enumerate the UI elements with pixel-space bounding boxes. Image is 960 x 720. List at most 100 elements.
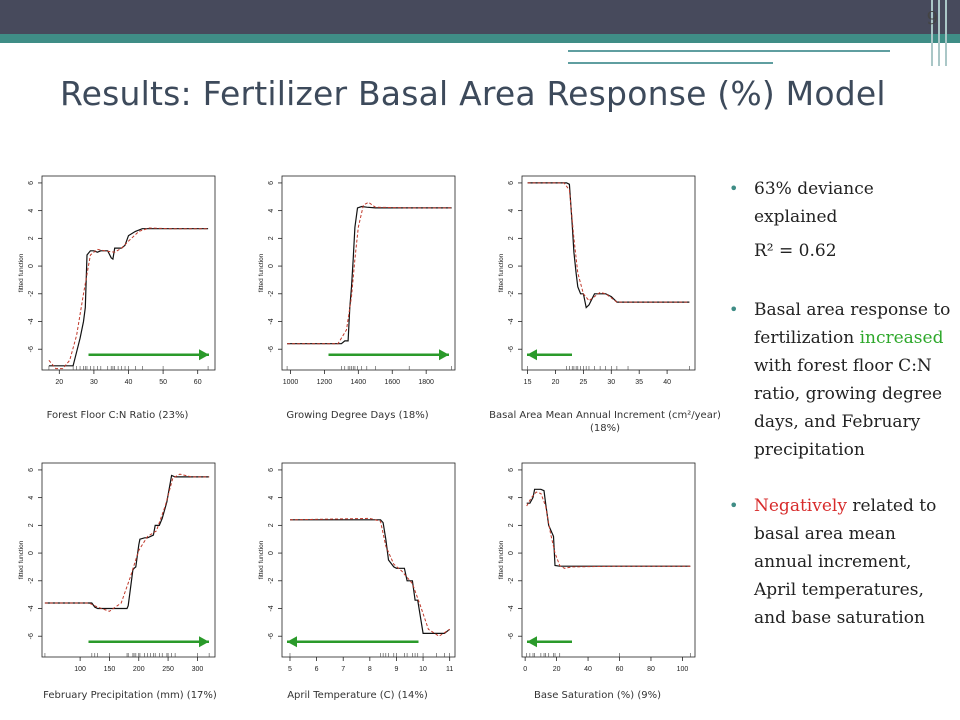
bullet-dot-icon: • [729, 300, 739, 319]
plot-frame [281, 175, 456, 371]
plot-frame [521, 175, 696, 371]
x-tick-label: 50 [159, 379, 167, 386]
chart-panel-2: -6 -4 -2 0 2 4 6 fitted function 1000 1200 1400 160… [250, 168, 465, 421]
x-tick-label: 30 [90, 379, 98, 386]
y-tick-label: 2 [28, 523, 35, 527]
x-tick-label: 60 [194, 379, 202, 386]
y-tick-label: 0 [28, 264, 35, 268]
trend-arrow-head-icon [199, 636, 209, 648]
chart-february-precipitation: -6 -4 -2 0 2 4 6 fitted function 100 150 200 250 300 [18, 462, 216, 673]
y-tick-label: -2 [508, 291, 515, 297]
x-tick-label: 250 [162, 666, 174, 673]
x-tick-label: 1200 [317, 379, 333, 386]
chart-caption-4: February Precipitation (mm) (17%) [43, 690, 217, 701]
vertical-rule-3 [945, 0, 947, 66]
bullet-dot-icon: • [729, 179, 739, 198]
y-tick-label: 0 [508, 264, 515, 268]
y-axis-label: fitted function [498, 540, 505, 579]
chart-april-temperature: -6 -4 -2 0 2 4 6 fitted function 5 6 7 8 9 10 11 [258, 462, 456, 673]
chart-panel-6: -6 -4 -2 0 2 4 6 fitted function 0 20 40 60 80 100 Ba… [490, 455, 705, 705]
fitted-line-dashed [287, 201, 452, 345]
y-tick-label: 4 [268, 496, 275, 500]
y-tick-label: -6 [508, 633, 515, 639]
x-tick-label: 20 [552, 379, 560, 386]
x-tick-label: 40 [663, 379, 671, 386]
x-tick-label: 5 [288, 666, 292, 673]
bullet-dot-icon: • [729, 496, 739, 515]
fitted-line-dashed [289, 517, 450, 637]
x-tick-label: 30 [607, 379, 615, 386]
fitted-line-dashed [44, 473, 210, 612]
y-tick-label: 6 [28, 468, 35, 472]
bullet-deviance-text: 63% deviance explained [754, 179, 874, 227]
x-tick-label: 1800 [418, 379, 434, 386]
slide-title: Results: Fertilizer Basal Area Response … [60, 74, 886, 113]
x-tick-label: 9 [394, 666, 398, 673]
x-tick-label: 6 [315, 666, 319, 673]
y-tick-label: -2 [268, 578, 275, 584]
plot-frame [521, 462, 696, 658]
chart-basal-area-increment: -6 -4 -2 0 2 4 6 fitted function 15 20 25 30 35 40 [498, 175, 696, 386]
x-tick-label: 11 [446, 666, 453, 673]
chart-caption-1: Forest Floor C:N Ratio (23%) [46, 410, 189, 421]
y-axis-label: fitted function [498, 253, 505, 292]
y-tick-label: -4 [28, 318, 35, 324]
fitted-line-solid [290, 519, 451, 634]
y-tick-label: -6 [268, 346, 275, 352]
x-tick-label: 60 [616, 666, 624, 673]
y-tick-label: -4 [28, 605, 35, 611]
x-tick-label: 40 [125, 379, 133, 386]
x-tick-label: 15 [524, 379, 532, 386]
accent-line-lower [568, 62, 773, 64]
x-tick-label: 0 [523, 666, 527, 673]
vertical-rule-2 [938, 0, 940, 66]
y-tick-label: 4 [508, 209, 515, 213]
y-tick-label: 0 [268, 264, 275, 268]
bullet-negatively: • Negatively related to basal area mean a… [727, 492, 955, 632]
x-tick-label: 300 [192, 666, 204, 673]
fitted-line-solid [48, 228, 209, 367]
x-tick-label: 7 [341, 666, 345, 673]
accent-bar [0, 34, 960, 43]
bullet-list: • 63% deviance explained R² = 0.62 • Basal… [727, 175, 955, 632]
header-bar [0, 0, 960, 34]
x-tick-label: 1600 [384, 379, 400, 386]
chart-panel-4: -6 -4 -2 0 2 4 6 fitted function 100 150 200 250 300… [10, 455, 225, 705]
y-tick-label: -2 [268, 291, 275, 297]
accent-line-upper [568, 50, 890, 52]
y-tick-label: 4 [28, 209, 35, 213]
y-axis-label: fitted function [258, 540, 265, 579]
y-tick-label: 2 [508, 236, 515, 240]
x-tick-label: 200 [133, 666, 145, 673]
x-tick-label: 25 [579, 379, 587, 386]
y-tick-label: 2 [28, 236, 35, 240]
chart-growing-degree-days: -6 -4 -2 0 2 4 6 fitted function 1000 1200 1400 160… [258, 175, 456, 386]
x-tick-label: 40 [584, 666, 592, 673]
y-tick-label: 6 [28, 181, 35, 185]
x-tick-label: 1000 [283, 379, 299, 386]
y-tick-label: 2 [268, 523, 275, 527]
y-tick-label: -4 [508, 318, 515, 324]
y-tick-label: -6 [268, 633, 275, 639]
chart-panel-1: -6 -4 -2 0 2 4 6 fitted function 20 30 40 50 60 Fore… [10, 168, 225, 421]
chart-caption-6: Base Saturation (%) (9%) [534, 690, 661, 701]
chart-forest-floor-cn: -6 -4 -2 0 2 4 6 fitted function 20 30 40 50 60 [18, 175, 216, 386]
y-tick-label: 4 [268, 209, 275, 213]
y-tick-label: -4 [268, 605, 275, 611]
fitted-line-dashed [48, 227, 209, 370]
y-axis-label: fitted function [18, 253, 25, 292]
y-tick-label: -6 [28, 346, 35, 352]
x-tick-label: 20 [553, 666, 561, 673]
chart-panel-3: -6 -4 -2 0 2 4 6 fitted function 15 20 25 30 35 40 Ba… [489, 168, 721, 434]
y-axis-label: fitted function [258, 253, 265, 292]
bullet-increased: • Basal area response to fertilization in… [727, 296, 955, 464]
bullet-negatively-post: related to basal area mean annual increm… [754, 496, 937, 628]
plot-frame [281, 462, 456, 658]
y-tick-label: -2 [28, 291, 35, 297]
x-tick-label: 100 [74, 666, 86, 673]
y-tick-label: 6 [268, 468, 275, 472]
x-tick-label: 150 [104, 666, 116, 673]
y-tick-label: 6 [268, 181, 275, 185]
y-tick-label: -4 [268, 318, 275, 324]
chart-caption-2: Growing Degree Days (18%) [286, 410, 429, 421]
